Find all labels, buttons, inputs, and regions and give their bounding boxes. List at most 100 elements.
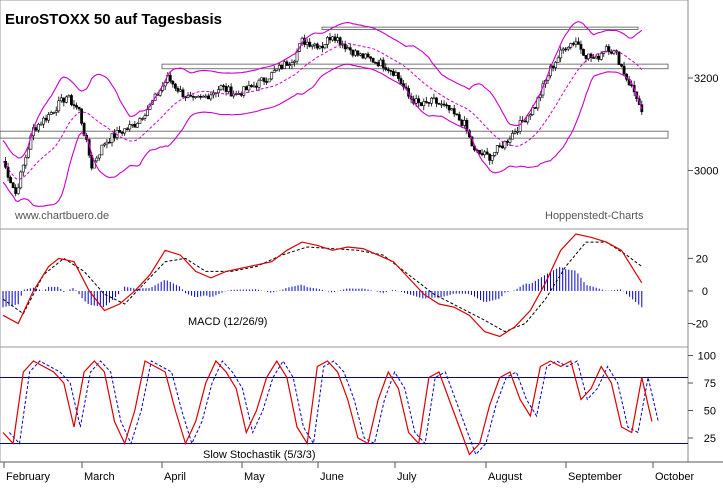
candle-body	[201, 95, 205, 98]
candle-body	[508, 138, 512, 143]
candle-body	[110, 133, 114, 143]
candle-body	[308, 41, 312, 47]
candle-body	[506, 140, 509, 143]
candle-body	[196, 95, 200, 98]
candle-body	[14, 187, 18, 194]
candle-body	[44, 117, 48, 121]
price-y-tick-label: 3200	[694, 73, 718, 85]
candle-body	[75, 105, 78, 108]
candle-body	[414, 98, 418, 104]
candle-body	[318, 45, 322, 49]
stochastic-d-line	[8, 360, 659, 456]
candle-body	[282, 61, 286, 69]
candle-body	[569, 43, 573, 48]
candle-body	[480, 153, 484, 156]
candle-body	[49, 112, 53, 115]
macd-panel: 20 0 -20	[2, 233, 708, 338]
candle-body	[9, 177, 13, 184]
candle-body	[353, 50, 357, 56]
candle-body	[242, 86, 246, 96]
candle-body	[191, 95, 195, 98]
stochastic-k-line	[2, 359, 653, 456]
level-band-2	[321, 26, 639, 30]
candle-body	[582, 49, 585, 56]
candle-body	[206, 95, 210, 100]
candle-body	[450, 108, 454, 111]
candle-body	[356, 50, 360, 56]
candle-body	[359, 53, 362, 56]
candle-body	[493, 151, 497, 156]
candle-body	[24, 157, 28, 166]
candle-body	[128, 124, 132, 130]
candle-body	[432, 97, 436, 100]
macd-signal-line	[2, 241, 643, 333]
candle-body	[270, 72, 274, 80]
candle-body	[559, 49, 563, 59]
candle-body	[34, 127, 38, 131]
candle-body	[584, 55, 588, 59]
candle-body	[604, 46, 608, 52]
candle-body	[361, 53, 365, 59]
month-label: September	[568, 471, 622, 483]
candle-body	[612, 50, 616, 54]
price-y-tick-label: 3000	[694, 166, 718, 178]
watermark-right: Hoppenstedt-Charts	[545, 210, 644, 222]
watermark-left: www.chartbuero.de	[14, 210, 109, 222]
candle-body	[181, 89, 185, 98]
candle-body	[272, 70, 276, 73]
candle-body	[419, 102, 423, 107]
candle-body	[366, 53, 370, 58]
candle-body	[341, 43, 345, 46]
candle-body	[290, 62, 294, 66]
candle-body	[609, 51, 613, 54]
candle-body	[141, 118, 144, 120]
candle-body	[146, 109, 149, 116]
candle-body	[371, 58, 375, 63]
candle-body	[315, 43, 319, 49]
candle-body	[579, 44, 583, 50]
candle-body	[108, 141, 111, 144]
candle-body	[64, 96, 68, 103]
candle-body	[138, 118, 142, 124]
candle-body	[209, 94, 213, 100]
x-axis: February March April May June July August Septe…	[0, 461, 723, 483]
candle-body	[331, 36, 334, 41]
candle-body	[252, 85, 256, 88]
candle-body	[440, 103, 443, 106]
candle-body	[67, 95, 71, 98]
candle-body	[490, 155, 494, 161]
candle-body	[62, 97, 66, 103]
candle-body	[250, 85, 253, 87]
candle-body	[369, 56, 372, 59]
candle-body	[592, 57, 596, 59]
month-label: May	[244, 471, 265, 483]
candle-body	[222, 85, 225, 88]
candle-body	[523, 120, 527, 123]
candle-body	[21, 164, 25, 173]
candle-body	[257, 79, 261, 88]
candle-body	[503, 140, 507, 149]
candle-body	[288, 64, 291, 67]
candle-body	[97, 154, 101, 159]
candle-body	[217, 89, 220, 94]
candle-body	[113, 133, 116, 138]
candle-body	[399, 78, 403, 84]
candle-body	[179, 89, 182, 92]
candle-body	[80, 108, 83, 124]
candle-body	[437, 103, 441, 105]
candle-body	[95, 157, 99, 162]
candle-body	[348, 47, 352, 51]
candle-body	[313, 43, 317, 46]
candle-body	[224, 86, 228, 92]
candle-body	[244, 86, 248, 91]
candle-body	[26, 148, 30, 158]
month-label: July	[397, 471, 417, 483]
candle-body	[394, 72, 398, 76]
candle-body	[455, 113, 459, 116]
candle-body	[6, 166, 10, 178]
candle-body	[11, 182, 15, 188]
candle-body	[323, 44, 327, 49]
level-band-0	[0, 130, 669, 139]
candle-body	[265, 81, 269, 83]
candle-body	[326, 37, 329, 45]
